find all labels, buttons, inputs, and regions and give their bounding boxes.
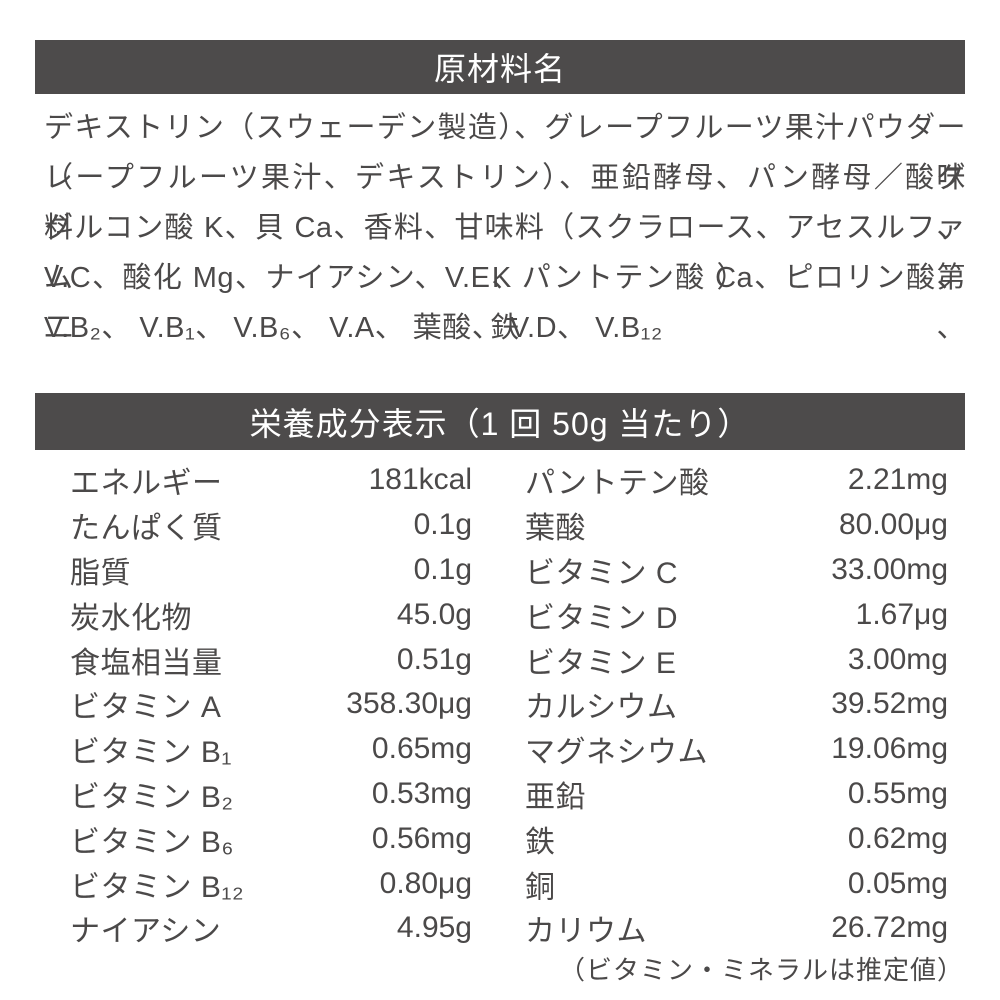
nutrient-label: ビタミン A [70, 691, 222, 725]
nutrient-label: マグネシウム [525, 736, 708, 770]
nutrient-value: 0.53mg [371, 776, 472, 810]
nutrition-row: マグネシウム 19.06mg [525, 727, 948, 772]
nutrition-row: 食塩相当量 0.51g [70, 637, 472, 682]
nutrient-value: 3.00mg [847, 642, 948, 676]
nutrition-table-left-column: エネルギー 181kcal たんぱく質 0.1g 脂質 0.1g 炭水化物 45… [70, 458, 472, 951]
nutrient-value: 39.52mg [831, 687, 948, 721]
nutrient-label: ビタミン B₁ [70, 736, 232, 770]
ingredients-text-line: V.C、酸化 Mg、ナイアシン、V.E、パントテン酸 Ca、ピロリン酸第二鉄、 [44, 262, 966, 344]
nutrition-row: ビタミン B₁₂ 0.80μg [70, 861, 472, 906]
nutrition-header-bar: 栄養成分表示（1 回 50g 当たり） [35, 393, 965, 450]
nutrition-row: 葉酸 80.00μg [525, 503, 948, 548]
nutrition-row: 銅 0.05mg [525, 861, 948, 906]
nutrient-value: 0.62mg [847, 821, 948, 855]
nutrient-label: カリウム [525, 915, 647, 949]
nutrition-table-right-column: パントテン酸 2.21mg 葉酸 80.00μg ビタミン C 33.00mg … [525, 458, 948, 951]
ingredients-header-bar: 原材料名 [35, 40, 965, 94]
ingredients-text-line: V.B₂、 V.B₁、 V.B₆、 V.A、 葉酸、 V.D、 V.B₁₂ [44, 312, 663, 344]
nutrient-value: 80.00μg [838, 508, 948, 542]
ingredients-text-line: グルコン酸 K、貝 Ca、香料、甘味料（スクラロース、アセスルファム K）、 [44, 212, 966, 294]
nutrient-label: 鉄 [525, 825, 556, 859]
nutrient-value: 358.30μg [346, 687, 472, 721]
nutrient-value: 1.67μg [855, 597, 948, 631]
nutrient-value: 45.0g [396, 597, 472, 631]
nutrient-label: ナイアシン [70, 915, 222, 949]
nutrient-value: 33.00mg [831, 552, 948, 586]
nutrient-value: 0.05mg [847, 866, 948, 900]
nutrient-value: 0.1g [413, 508, 472, 542]
nutrient-value: 0.56mg [371, 821, 472, 855]
nutrition-row: カルシウム 39.52mg [525, 682, 948, 727]
nutrient-label: エネルギー [70, 467, 223, 501]
ingredients-text-line: デキストリン（スウェーデン製造）、グレープフルーツ果汁パウダー（グ [44, 112, 966, 194]
nutrient-value: 0.55mg [847, 776, 948, 810]
nutrition-row: 炭水化物 45.0g [70, 592, 472, 637]
nutrient-value: 26.72mg [831, 911, 948, 945]
nutrient-value: 0.51g [396, 642, 472, 676]
nutrition-header-title: 栄養成分表示（1 回 50g 当たり） [249, 405, 751, 442]
nutrient-value: 181kcal [368, 463, 472, 497]
nutrition-row: 亜鉛 0.55mg [525, 772, 948, 817]
nutrition-row: 脂質 0.1g [70, 548, 472, 593]
nutrition-row: カリウム 26.72mg [525, 906, 948, 951]
nutrient-value: 19.06mg [831, 732, 948, 766]
nutrient-label: パントテン酸 [525, 467, 710, 501]
nutrient-label: たんぱく質 [70, 512, 223, 546]
nutrition-row: エネルギー 181kcal [70, 458, 472, 503]
nutrition-row: ビタミン C 33.00mg [525, 548, 948, 593]
ingredients-header-title: 原材料名 [433, 51, 566, 87]
nutrient-value: 0.65mg [371, 732, 472, 766]
nutrient-value: 0.80μg [379, 866, 472, 900]
nutrient-label: ビタミン D [525, 601, 678, 635]
nutrition-row: ビタミン B₁ 0.65mg [70, 727, 472, 772]
nutrient-label: 亜鉛 [525, 780, 586, 814]
nutrition-row: ビタミン B₆ 0.56mg [70, 816, 472, 861]
nutrition-row: ビタミン D 1.67μg [525, 592, 948, 637]
nutrient-label: 脂質 [70, 556, 131, 590]
nutrient-value: 2.21mg [847, 463, 948, 497]
nutrition-row: たんぱく質 0.1g [70, 503, 472, 548]
nutrient-label: カルシウム [525, 691, 678, 725]
nutrient-label: 食塩相当量 [70, 646, 223, 680]
nutrition-row: パントテン酸 2.21mg [525, 458, 948, 503]
nutrition-row: 鉄 0.62mg [525, 816, 948, 861]
nutrition-row: ビタミン A 358.30μg [70, 682, 472, 727]
nutrient-label: ビタミン B₁₂ [70, 870, 245, 904]
nutrition-row: ビタミン B₂ 0.53mg [70, 772, 472, 817]
estimation-note: （ビタミン・ミネラルは推定値） [558, 955, 964, 985]
nutrient-label: ビタミン E [525, 646, 677, 680]
nutrient-value: 4.95g [396, 911, 472, 945]
nutrient-label: ビタミン B₂ [70, 780, 234, 814]
nutrient-label: 炭水化物 [70, 601, 192, 635]
ingredients-text-block: デキストリン（スウェーデン製造）、グレープフルーツ果汁パウダー（グ レープフルー… [44, 103, 966, 353]
nutrient-label: 葉酸 [525, 512, 586, 546]
nutrient-label: 銅 [525, 870, 556, 904]
nutrient-label: ビタミン C [525, 556, 678, 590]
nutrition-row: ナイアシン 4.95g [70, 906, 472, 951]
nutrient-value: 0.1g [413, 552, 472, 586]
nutrition-row: ビタミン E 3.00mg [525, 637, 948, 682]
nutrient-label: ビタミン B₆ [70, 825, 234, 859]
ingredients-text-line: レープフルーツ果汁、デキストリン）、亜鉛酵母、パン酵母／酸味料、 [44, 162, 966, 244]
